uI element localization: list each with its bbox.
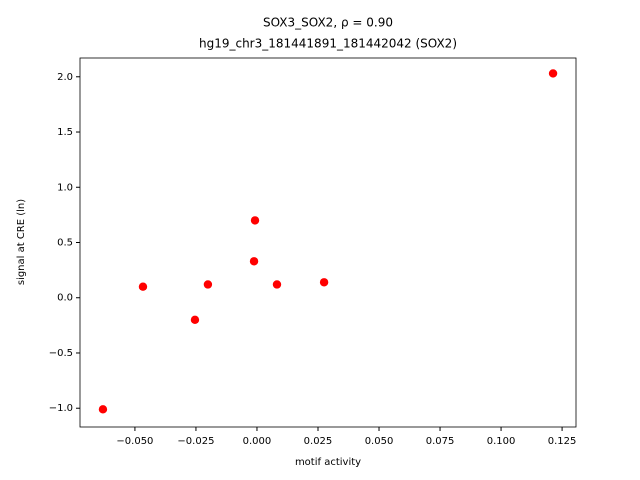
y-axis-label: signal at CRE (ln) bbox=[16, 199, 27, 285]
point bbox=[272, 280, 282, 289]
x-tick-label: 0.100 bbox=[487, 436, 516, 447]
y-tick-label: 0.0 bbox=[57, 293, 73, 304]
y-tick-label: −0.5 bbox=[49, 348, 73, 359]
x-tick-label: 0.025 bbox=[304, 436, 333, 447]
y-tick-label: −1.0 bbox=[49, 403, 73, 414]
point bbox=[203, 280, 213, 289]
point bbox=[250, 216, 260, 225]
point bbox=[98, 405, 108, 414]
x-tick-label: 0.050 bbox=[365, 436, 394, 447]
chart-title: SOX3_SOX2, ρ = 0.90 bbox=[263, 16, 393, 30]
point bbox=[548, 69, 558, 78]
point bbox=[249, 257, 259, 266]
y-tick-label: 2.0 bbox=[57, 72, 73, 83]
y-tick-label: 1.0 bbox=[57, 182, 73, 193]
x-tick-label: 0.125 bbox=[548, 436, 577, 447]
chart-subtitle: hg19_chr3_181441891_181442042 (SOX2) bbox=[199, 37, 457, 51]
x-tick-label: 0.000 bbox=[243, 436, 272, 447]
x-tick-label: −0.050 bbox=[116, 436, 153, 447]
plot-frame bbox=[79, 57, 577, 428]
point bbox=[190, 315, 200, 325]
y-tick-label: 1.5 bbox=[57, 127, 73, 138]
point bbox=[138, 282, 148, 291]
x-axis-label: motif activity bbox=[295, 457, 361, 468]
x-tick-label: 0.075 bbox=[426, 436, 455, 447]
point bbox=[319, 278, 329, 287]
x-tick-label: −0.025 bbox=[177, 436, 214, 447]
y-tick-label: 0.5 bbox=[57, 238, 73, 249]
